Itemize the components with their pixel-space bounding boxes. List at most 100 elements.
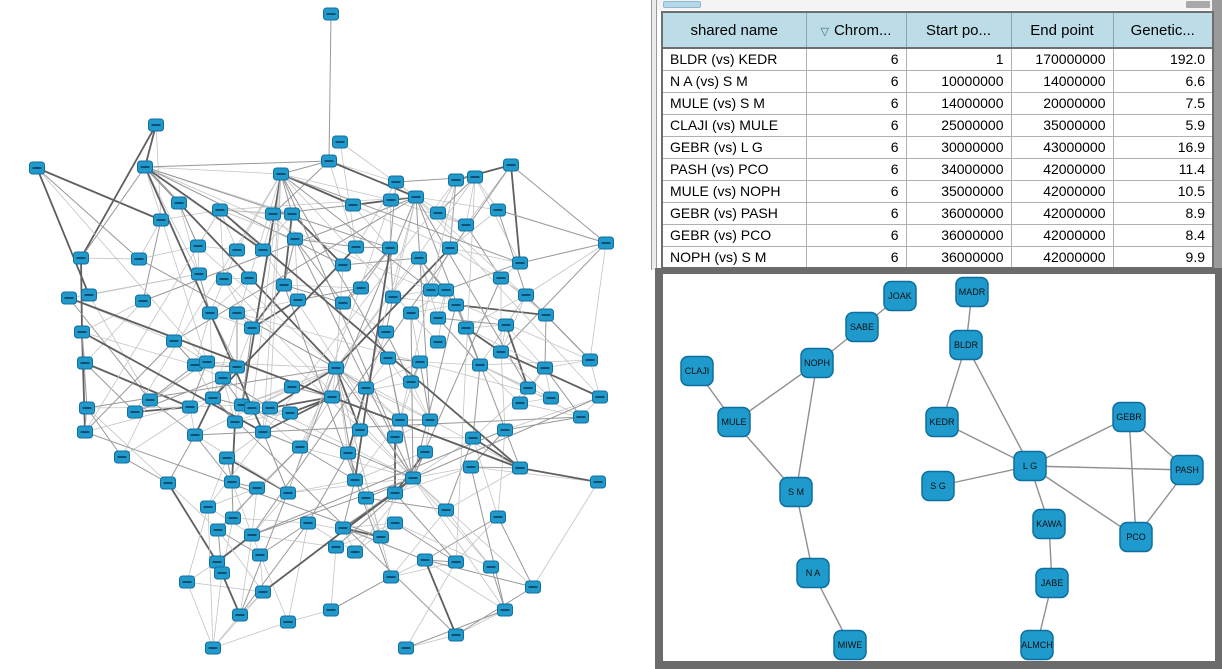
network-node[interactable] [347, 473, 363, 487]
network-node[interactable] [448, 298, 464, 312]
column-header-3[interactable]: End point [1010, 11, 1114, 49]
network-node[interactable] [387, 430, 403, 444]
cell-value[interactable]: 14000000 [1010, 69, 1114, 93]
network-node[interactable]: PCO [1119, 521, 1153, 553]
cell-value[interactable]: 25000000 [905, 113, 1012, 137]
table-row[interactable]: BLDR (vs) KEDR 6 1 170000000 192.0 [661, 47, 1214, 71]
network-node[interactable] [467, 170, 483, 184]
network-node[interactable] [323, 7, 339, 21]
network-node[interactable] [512, 396, 528, 410]
cell-shared-name[interactable]: GEBR (vs) PASH [661, 201, 807, 225]
network-node[interactable] [352, 423, 368, 437]
network-node[interactable] [127, 405, 143, 419]
network-node[interactable] [219, 451, 235, 465]
network-node[interactable] [378, 325, 394, 339]
network-node[interactable] [448, 555, 464, 569]
network-node[interactable] [324, 390, 340, 404]
node-shape[interactable] [779, 476, 813, 508]
network-node[interactable] [422, 413, 438, 427]
table-row[interactable]: PASH (vs) PCO 6 34000000 42000000 11.4 [661, 157, 1214, 181]
network-node[interactable] [490, 510, 506, 524]
network-node[interactable] [252, 548, 268, 562]
cell-value[interactable]: 35000000 [1010, 113, 1114, 137]
cell-value[interactable]: 30000000 [905, 135, 1012, 159]
cell-value[interactable]: 42000000 [1010, 201, 1114, 225]
network-node[interactable] [411, 251, 427, 265]
cell-value[interactable]: 36000000 [905, 223, 1012, 247]
network-node[interactable] [405, 471, 421, 485]
cell-shared-name[interactable]: NOPH (vs) S M [661, 245, 807, 269]
network-node[interactable] [135, 294, 151, 308]
network-node[interactable] [212, 203, 228, 217]
network-node[interactable] [292, 440, 308, 454]
network-node[interactable]: BLDR [949, 329, 983, 361]
network-node[interactable] [537, 361, 553, 375]
network-node[interactable] [538, 308, 554, 322]
network-node[interactable] [582, 353, 598, 367]
cell-value[interactable]: 170000000 [1010, 47, 1114, 71]
network-node[interactable] [79, 401, 95, 415]
cell-value[interactable]: 6 [805, 69, 907, 93]
node-shape[interactable] [1112, 401, 1146, 433]
network-node[interactable] [323, 603, 339, 617]
cell-shared-name[interactable]: MULE (vs) NOPH [661, 179, 807, 203]
table-row[interactable]: NOPH (vs) S M 6 36000000 42000000 9.9 [661, 245, 1214, 269]
network-node[interactable] [187, 428, 203, 442]
network-node[interactable] [276, 278, 292, 292]
network-node[interactable] [430, 311, 446, 325]
network-node[interactable] [328, 361, 344, 375]
network-node[interactable] [332, 135, 348, 149]
cell-shared-name[interactable]: PASH (vs) PCO [661, 157, 807, 181]
network-node[interactable] [74, 325, 90, 339]
cell-value[interactable]: 42000000 [1010, 223, 1114, 247]
cell-shared-name[interactable]: MULE (vs) S M [661, 91, 807, 115]
scrollbar-end-block[interactable] [1186, 1, 1210, 8]
network-node[interactable] [300, 516, 316, 530]
network-node[interactable] [465, 431, 481, 445]
node-shape[interactable] [883, 280, 917, 312]
network-node[interactable] [598, 236, 614, 250]
table-row[interactable]: MULE (vs) NOPH 6 35000000 42000000 10.5 [661, 179, 1214, 203]
cell-value[interactable]: 11.4 [1112, 157, 1214, 181]
network-node[interactable] [430, 206, 446, 220]
node-shape[interactable] [1035, 567, 1069, 599]
cell-value[interactable]: 20000000 [1010, 91, 1114, 115]
network-node[interactable] [255, 585, 271, 599]
network-node[interactable] [273, 167, 289, 181]
network-node[interactable] [29, 161, 45, 175]
table-row[interactable]: GEBR (vs) PCO 6 36000000 42000000 8.4 [661, 223, 1214, 247]
network-node[interactable] [340, 446, 356, 460]
network-node[interactable] [142, 393, 158, 407]
cell-value[interactable]: 43000000 [1010, 135, 1114, 159]
cell-shared-name[interactable]: CLAJI (vs) MULE [661, 113, 807, 137]
network-node[interactable] [383, 193, 399, 207]
network-node[interactable]: KEDR [925, 406, 959, 438]
cell-value[interactable]: 8.4 [1112, 223, 1214, 247]
network-node[interactable] [148, 118, 164, 132]
cell-value[interactable]: 7.5 [1112, 91, 1214, 115]
network-node[interactable]: MADR [955, 276, 989, 308]
network-node[interactable] [490, 203, 506, 217]
network-node[interactable] [191, 267, 207, 281]
cell-value[interactable]: 42000000 [1010, 245, 1114, 269]
network-node[interactable] [244, 528, 260, 542]
cell-value[interactable]: 8.9 [1112, 201, 1214, 225]
network-node[interactable] [388, 175, 404, 189]
network-node[interactable] [209, 555, 225, 569]
column-header-0[interactable]: shared name [661, 11, 807, 49]
network-node[interactable] [592, 390, 608, 404]
cell-value[interactable]: 14000000 [905, 91, 1012, 115]
network-node[interactable] [153, 213, 169, 227]
network-node[interactable] [347, 545, 363, 559]
cell-value[interactable]: 6 [805, 179, 907, 203]
node-shape[interactable] [717, 406, 751, 438]
network-node[interactable] [335, 258, 351, 272]
cell-value[interactable]: 10.5 [1112, 179, 1214, 203]
network-node[interactable] [348, 240, 364, 254]
network-node[interactable] [417, 445, 433, 459]
network-node[interactable] [205, 391, 221, 405]
cell-value[interactable]: 42000000 [1010, 157, 1114, 181]
network-node[interactable] [229, 243, 245, 257]
main-network-canvas[interactable] [0, 0, 655, 669]
network-node[interactable] [430, 335, 446, 349]
